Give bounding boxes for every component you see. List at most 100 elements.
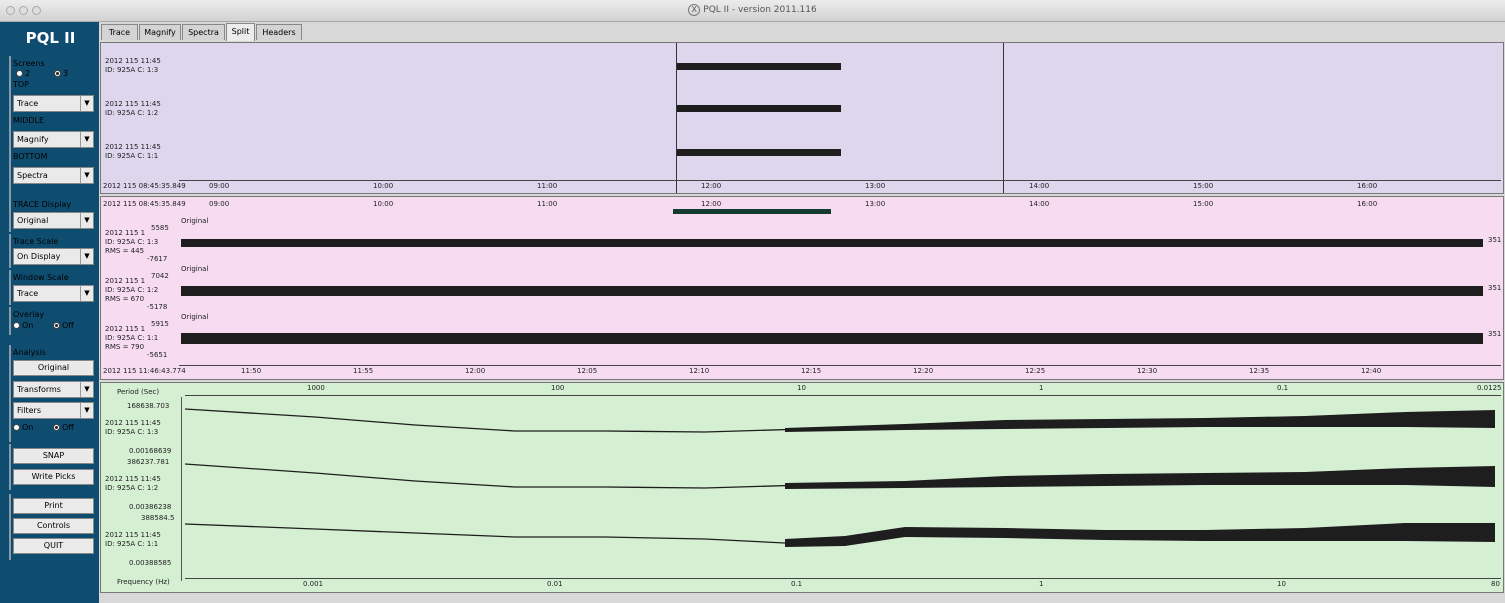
middle-view-select[interactable]: Magnify ▼ bbox=[13, 131, 94, 148]
system-panel: Print Controls QUIT bbox=[9, 494, 94, 560]
dropdown-arrow-icon: ▼ bbox=[80, 96, 93, 111]
window-scale-select[interactable]: Trace ▼ bbox=[13, 285, 94, 302]
quit-button[interactable]: QUIT bbox=[13, 538, 94, 554]
axis-tick-label: 11:00 bbox=[537, 200, 558, 208]
spectra-pane[interactable]: Period (Sec) 1000 100 10 1 0.1 0.0125 16… bbox=[100, 382, 1504, 593]
spectrum-max-value: 386237.781 bbox=[127, 458, 170, 466]
axis-tick-label: 11:50 bbox=[241, 367, 262, 375]
overlay-on-radio[interactable]: On bbox=[13, 321, 33, 330]
radio-selected-icon bbox=[53, 322, 60, 329]
trace-type-label: Original bbox=[181, 217, 209, 225]
screens-label: Screens bbox=[13, 59, 45, 68]
close-window-button[interactable] bbox=[6, 6, 15, 15]
window-titlebar: X PQL II - version 2011.116 bbox=[0, 0, 1505, 22]
frequency-axis-label: Frequency (Hz) bbox=[117, 578, 170, 586]
top-view-select[interactable]: Trace ▼ bbox=[13, 95, 94, 112]
axis-tick-label: 12:25 bbox=[1025, 367, 1046, 375]
magnify-selection-bar[interactable] bbox=[673, 209, 831, 214]
axis-tick-label: 15:00 bbox=[1193, 182, 1214, 190]
trace-max-value: 5585 bbox=[151, 224, 169, 232]
analysis-original-button[interactable]: Original bbox=[13, 360, 94, 376]
write-picks-button[interactable]: Write Picks bbox=[13, 469, 94, 485]
filters-off-radio[interactable]: Off bbox=[53, 423, 74, 432]
spectrum-min-value: 0.00386238 bbox=[129, 503, 172, 511]
magnify-waveform bbox=[181, 286, 1483, 296]
app-logo: PQL II bbox=[25, 29, 76, 47]
tab-split[interactable]: Split bbox=[226, 23, 255, 41]
axis-tick-label: 09:00 bbox=[209, 182, 230, 190]
top-label: TOP bbox=[13, 80, 30, 89]
filters-select[interactable]: Filters ▼ bbox=[13, 402, 94, 419]
view-tabs: Trace Magnify Spectra Split Headers bbox=[99, 22, 1505, 42]
axis-tick-label: 80 bbox=[1491, 580, 1500, 588]
trace-max-value: 7042 bbox=[151, 272, 169, 280]
spectrum-min-value: 0.00388585 bbox=[129, 559, 172, 567]
bottom-view-select[interactable]: Spectra ▼ bbox=[13, 167, 94, 184]
tab-spectra[interactable]: Spectra bbox=[182, 24, 225, 40]
trace-station-label: 2012 115 11:45 ID: 925A C: 1:3 bbox=[105, 57, 161, 74]
screens-3-radio[interactable]: 3 bbox=[54, 69, 68, 78]
axis-tick-label: 12:05 bbox=[577, 367, 598, 375]
middle-label: MIDDLE bbox=[13, 116, 45, 125]
axis-tick-label: 13:00 bbox=[865, 182, 886, 190]
filters-on-radio[interactable]: On bbox=[13, 423, 33, 432]
axis-tick-label: 0.1 bbox=[1277, 384, 1289, 392]
axis-tick-label: 1 bbox=[1039, 580, 1044, 588]
trace-min-value: -5178 bbox=[147, 303, 168, 311]
window-scale-label: Window Scale bbox=[13, 273, 69, 282]
axis-tick-label: 0.1 bbox=[791, 580, 803, 588]
axis-tick-label: 15:00 bbox=[1193, 200, 1214, 208]
spectrum-band bbox=[785, 523, 1495, 547]
tab-headers[interactable]: Headers bbox=[256, 24, 302, 40]
spectra-y-axis bbox=[181, 397, 182, 581]
screens-2-radio[interactable]: 2 bbox=[16, 69, 30, 78]
trace-waveform bbox=[677, 105, 841, 112]
controls-button[interactable]: Controls bbox=[13, 518, 94, 534]
overlay-off-radio[interactable]: Off bbox=[53, 321, 74, 330]
axis-tick-label: 0.0125 bbox=[1477, 384, 1502, 392]
axis-tick-label: 10 bbox=[1277, 580, 1286, 588]
axis-tick-label: 13:00 bbox=[865, 200, 886, 208]
trace-max-value: 5915 bbox=[151, 320, 169, 328]
axis-tick-label: 14:00 bbox=[1029, 200, 1050, 208]
trace-station-label: 2012 115 11:45 ID: 925A C: 1:1 bbox=[105, 143, 161, 160]
frequency-axis bbox=[185, 578, 1501, 579]
dropdown-arrow-icon: ▼ bbox=[80, 286, 93, 301]
period-axis-label: Period (Sec) bbox=[117, 388, 160, 396]
screens-panel: Screens 2 3 TOP Trace ▼ MIDDLE Magnify ▼ B… bbox=[9, 56, 94, 206]
trace-right-value: 351 bbox=[1488, 330, 1502, 338]
axis-tick-label: 12:30 bbox=[1137, 367, 1158, 375]
axis-tick-label: 10:00 bbox=[373, 200, 394, 208]
trace-display-select[interactable]: Original ▼ bbox=[13, 212, 94, 229]
zoom-window-button[interactable] bbox=[32, 6, 41, 15]
trace-scale-select[interactable]: On Display ▼ bbox=[13, 248, 94, 265]
snap-button[interactable]: SNAP bbox=[13, 448, 94, 464]
overlay-panel: Overlay On Off bbox=[9, 307, 74, 335]
print-button[interactable]: Print bbox=[13, 498, 94, 514]
minimize-window-button[interactable] bbox=[19, 6, 28, 15]
spectra-station-label: 2012 115 11:45 ID: 925A C: 1:2 bbox=[105, 475, 161, 492]
x11-icon: X bbox=[688, 4, 701, 16]
axis-tick-label: 100 bbox=[551, 384, 565, 392]
dropdown-arrow-icon: ▼ bbox=[80, 168, 93, 183]
trace-pane[interactable]: 2012 115 11:45 ID: 925A C: 1:3 2012 115 1… bbox=[100, 42, 1504, 194]
axis-tick-label: 10:00 bbox=[373, 182, 394, 190]
magnify-pane[interactable]: 2012 115 08:45:35.849 09:00 10:00 11:00 … bbox=[100, 196, 1504, 380]
radio-icon bbox=[13, 322, 20, 329]
trace-waveform bbox=[677, 149, 841, 156]
trace-display-panel: TRACE Display Original ▼ bbox=[9, 197, 94, 232]
axis-tick-label: 12:40 bbox=[1361, 367, 1382, 375]
spectrum-max-value: 388584.5 bbox=[141, 514, 175, 522]
trace-time-axis bbox=[179, 180, 1501, 181]
trace-zoom-window[interactable] bbox=[676, 43, 1004, 193]
axis-tick-label: 16:00 bbox=[1357, 182, 1378, 190]
tab-magnify[interactable]: Magnify bbox=[139, 24, 181, 40]
spectrum-min-value: 0.00168639 bbox=[129, 447, 172, 455]
transforms-select[interactable]: Transforms ▼ bbox=[13, 381, 94, 398]
magnify-waveform bbox=[181, 333, 1483, 344]
radio-selected-icon bbox=[54, 70, 61, 77]
tab-trace[interactable]: Trace bbox=[101, 24, 138, 40]
axis-tick-label: 12:00 bbox=[465, 367, 486, 375]
magnify-station-label: 2012 115 1 ID: 925A C: 1:1 RMS = 790 bbox=[105, 325, 159, 351]
analysis-label: Analysis bbox=[13, 348, 46, 357]
